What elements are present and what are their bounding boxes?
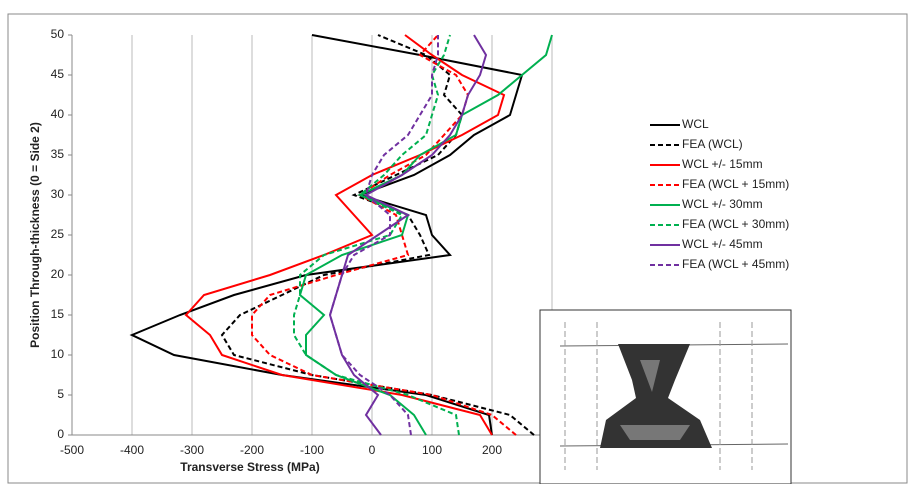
y-tick-label: 50 [51,27,65,41]
legend-label: WCL +/- 45mm [682,237,763,251]
legend-label: WCL +/- 30mm [682,197,763,211]
legend-label: FEA (WCL + 15mm) [682,177,789,191]
x-tick-label: 200 [482,443,502,457]
x-tick-label: 0 [369,443,376,457]
y-tick-label: 15 [51,307,65,321]
x-tick-label: -300 [180,443,204,457]
y-tick-label: 5 [57,387,64,401]
y-axis-label: Position Through-thickness (0 = Side 2) [28,122,42,348]
data-line [328,34,488,436]
y-tick-label: 0 [57,427,64,441]
y-tick-label: 45 [51,67,65,81]
x-tick-label: -100 [300,443,324,457]
x-tick-label: -200 [240,443,264,457]
y-tick-label: 25 [51,227,65,241]
y-tick-label: 20 [51,267,65,281]
y-tick-label: 10 [51,347,65,361]
data-line [129,34,524,436]
y-tick-label: 40 [51,107,65,121]
x-tick-label: -400 [120,443,144,457]
x-axis-label: Transverse Stress (MPa) [180,460,319,474]
weld-macrograph [539,309,792,485]
data-line [220,34,535,436]
legend-label: FEA (WCL) [682,137,743,151]
y-tick-label: 30 [51,187,65,201]
data-line [184,34,506,436]
x-tick-label: 100 [422,443,442,457]
y-tick-label: 35 [51,147,65,161]
legend-label: WCL [682,117,709,131]
legend-label: WCL +/- 15mm [682,157,763,171]
data-line [328,35,439,436]
data-line [298,34,553,436]
data-line [293,34,460,436]
legend-label: FEA (WCL + 30mm) [682,217,789,231]
x-tick-label: -500 [60,443,84,457]
legend-label: FEA (WCL + 45mm) [682,257,789,271]
